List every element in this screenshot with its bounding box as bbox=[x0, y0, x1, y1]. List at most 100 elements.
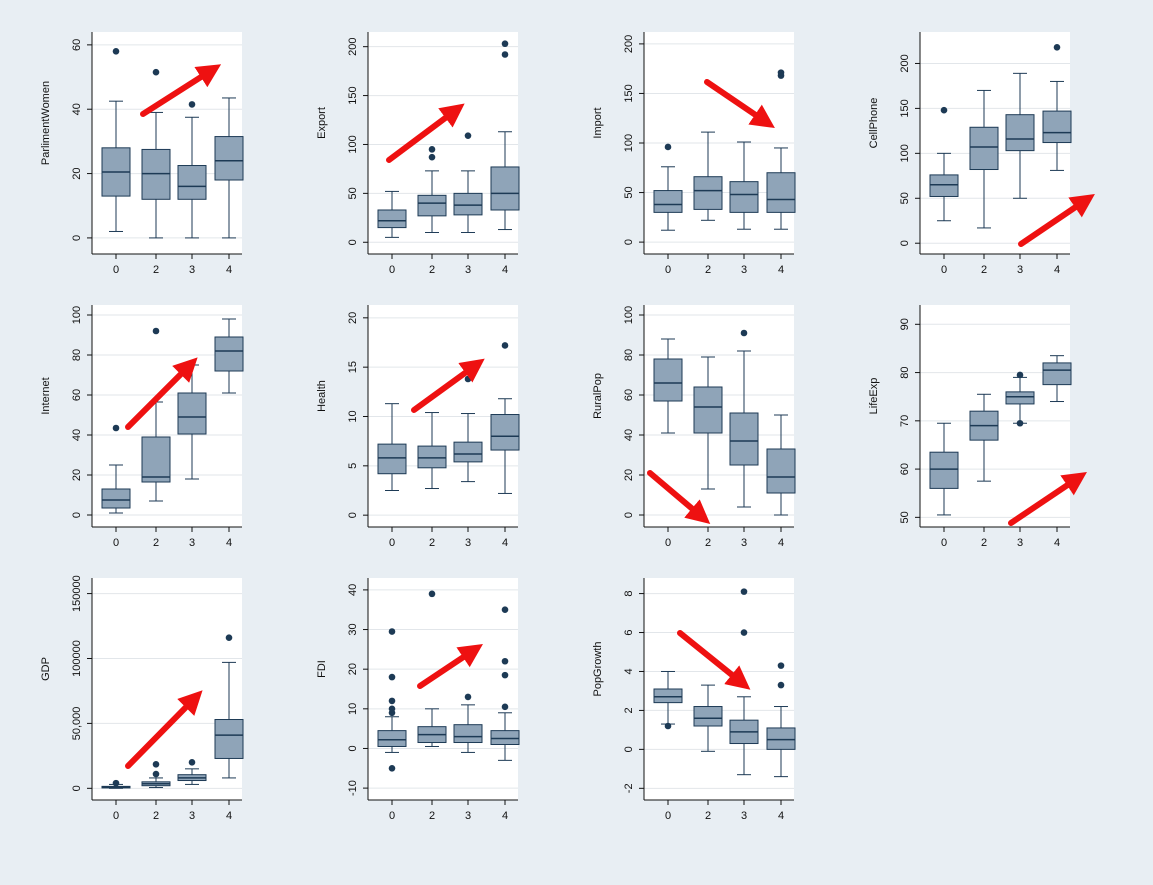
box-0 bbox=[101, 424, 131, 514]
outlier-point bbox=[388, 705, 396, 713]
y-axis-label: Internet bbox=[40, 377, 52, 414]
box-iqr bbox=[1005, 114, 1035, 152]
outlier-point bbox=[501, 657, 509, 665]
x-tick-label: 3 bbox=[465, 810, 471, 822]
x-tick-label: 4 bbox=[778, 537, 784, 549]
x-tick-label: 0 bbox=[941, 537, 947, 549]
x-tick-label: 0 bbox=[113, 264, 119, 276]
x-tick-label: 4 bbox=[778, 264, 784, 276]
y-tick-label: 0 bbox=[623, 746, 635, 752]
box-iqr bbox=[141, 436, 171, 483]
outlier-point bbox=[1053, 43, 1061, 51]
panel-popgrowth: -2 0 2 4 6 8 PopGrowth 0 2 3 4 bbox=[592, 578, 796, 822]
y-tick-label: -10 bbox=[347, 780, 359, 796]
box-iqr bbox=[377, 730, 407, 747]
y-tick-label: 0 bbox=[347, 239, 359, 245]
box-2 bbox=[141, 68, 171, 239]
trend-arrow-up bbox=[140, 64, 222, 117]
y-tick-label: 100 bbox=[899, 144, 911, 162]
x-tick-label: 2 bbox=[153, 264, 159, 276]
box-0 bbox=[929, 106, 959, 222]
trend-arrow-up bbox=[1018, 193, 1095, 247]
x-tick-label: 2 bbox=[429, 810, 435, 822]
box-2 bbox=[693, 131, 723, 221]
box-iqr bbox=[417, 194, 447, 217]
box-2 bbox=[693, 356, 723, 490]
y-tick-label: 50 bbox=[899, 511, 911, 523]
y-tick-label: 150000 bbox=[71, 575, 83, 612]
y-tick-label: 2 bbox=[623, 707, 635, 713]
x-tick-label: 4 bbox=[502, 537, 508, 549]
y-tick-label: 0 bbox=[899, 240, 911, 246]
panel-import: 0 50 100 150 200 Import 0 2 3 4 bbox=[592, 32, 796, 276]
y-tick-label: 50 bbox=[899, 192, 911, 204]
box-iqr bbox=[969, 126, 999, 171]
box-iqr bbox=[693, 176, 723, 210]
x-tick-label: 2 bbox=[705, 810, 711, 822]
plot-area bbox=[368, 578, 518, 800]
y-tick-label: 50 bbox=[623, 186, 635, 198]
box-4 bbox=[766, 662, 796, 778]
trend-arrow-up bbox=[386, 103, 465, 163]
y-axis-label: PopGrowth bbox=[592, 641, 604, 696]
outlier-point bbox=[664, 143, 672, 151]
x-tick-label: 2 bbox=[981, 537, 987, 549]
y-tick-label: 10 bbox=[347, 703, 359, 715]
box-0 bbox=[377, 628, 407, 772]
outlier-point bbox=[740, 588, 748, 595]
y-tick-label: 60 bbox=[899, 463, 911, 475]
y-tick-label: 60 bbox=[71, 389, 83, 401]
y-tick-label: 20 bbox=[71, 469, 83, 481]
box-iqr bbox=[1005, 391, 1035, 405]
y-tick-label: 20 bbox=[623, 469, 635, 481]
box-4 bbox=[214, 634, 244, 779]
box-3 bbox=[453, 132, 483, 233]
y-tick-label: 80 bbox=[623, 349, 635, 361]
trend-arrow-up bbox=[411, 358, 485, 413]
x-tick-label: 2 bbox=[705, 264, 711, 276]
outlier-point bbox=[225, 634, 233, 642]
y-tick-label: 100000 bbox=[71, 640, 83, 677]
box-3 bbox=[453, 375, 483, 483]
outlier-point bbox=[428, 146, 436, 153]
y-axis-label: Health bbox=[316, 380, 328, 412]
box-0 bbox=[101, 48, 131, 232]
y-axis-label: RuralPop bbox=[592, 373, 604, 419]
box-2 bbox=[417, 590, 447, 747]
y-tick-label: 100 bbox=[623, 306, 635, 324]
outlier-point bbox=[740, 629, 748, 636]
x-tick-label: 0 bbox=[113, 810, 119, 822]
outlier-point bbox=[1016, 371, 1024, 379]
box-3 bbox=[177, 759, 207, 785]
trend-arrow-up bbox=[125, 690, 203, 769]
outlier-point bbox=[388, 673, 396, 681]
box-0 bbox=[653, 143, 683, 231]
box-4 bbox=[490, 606, 520, 761]
box-iqr bbox=[101, 488, 131, 509]
outlier-point bbox=[188, 759, 196, 766]
y-tick-label: 10 bbox=[347, 410, 359, 422]
box-iqr bbox=[177, 165, 207, 200]
box-0 bbox=[929, 422, 959, 516]
box-iqr bbox=[693, 386, 723, 434]
trend-arrow-down bbox=[677, 630, 751, 690]
outlier-point bbox=[188, 101, 196, 108]
box-4 bbox=[214, 318, 244, 394]
plot-area bbox=[92, 578, 242, 800]
y-tick-label: 0 bbox=[623, 512, 635, 518]
outlier-point bbox=[501, 40, 509, 48]
box-3 bbox=[1005, 72, 1035, 199]
panel-health: 0 5 10 15 20 Health 0 2 3 4 bbox=[316, 305, 520, 549]
y-tick-label: 60 bbox=[71, 39, 83, 51]
y-tick-label: 200 bbox=[347, 37, 359, 55]
y-axis-label: Import bbox=[592, 107, 604, 138]
y-tick-label: 50,000 bbox=[71, 707, 83, 741]
y-tick-label: 0 bbox=[623, 239, 635, 245]
panel-cellphone: 0 50 100 150 200 CellPhone 0 2 3 4 bbox=[868, 32, 1095, 276]
box-iqr bbox=[766, 448, 796, 494]
outlier-point bbox=[428, 590, 436, 598]
box-iqr bbox=[141, 148, 171, 200]
outlier-point bbox=[740, 329, 748, 337]
outlier-point bbox=[501, 51, 509, 58]
